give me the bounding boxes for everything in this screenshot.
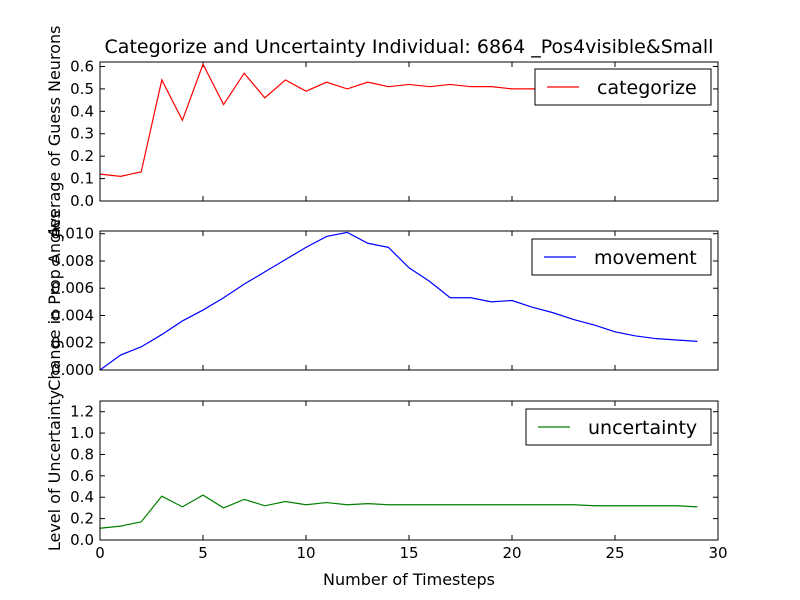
chart-panel-2: 0.000 0.002 0.004 0.006 0.008 0.010 movement Ch…: [45, 210, 719, 391]
y-tick-label: 1.2: [70, 403, 94, 421]
axes-frame: [99, 400, 719, 541]
y-tick-label: 0.006: [51, 279, 94, 297]
y-tick-label: 0.3: [70, 125, 94, 143]
chart-title: Categorize and Uncertainty Individual: 6…: [105, 36, 714, 58]
y-tick-label: 0.4: [70, 488, 94, 506]
legend: categorize: [534, 68, 712, 106]
y-axis-label: Average of Guess Neurons: [45, 26, 64, 238]
y-tick-label: 0.6: [70, 467, 94, 485]
x-tick-label: 30: [708, 544, 727, 562]
y-tick-label: 0.010: [51, 225, 94, 243]
y-tick-label: 0.2: [70, 510, 94, 528]
y-tick-label: 0.5: [70, 80, 94, 98]
x-tick-label: 20: [502, 544, 521, 562]
legend-label-categorize: categorize: [597, 77, 697, 99]
x-tick-label: 10: [296, 544, 315, 562]
legend: movement: [531, 238, 712, 276]
chart-panel-1: 0.0 0.1 0.2 0.3 0.4 0.5 0.6 categorize Average o…: [45, 26, 719, 238]
y-tick-label: 0.0: [70, 531, 94, 549]
y-tick-label: 1.0: [70, 424, 94, 442]
y-tick-label: 0.008: [51, 252, 94, 270]
x-axis-label: Number of Timesteps: [323, 570, 495, 589]
y-tick-label: 0.4: [70, 102, 94, 120]
legend: uncertainty: [525, 408, 712, 446]
y-tick-label: 0.002: [51, 334, 94, 352]
y-tick-label: 0.004: [51, 306, 94, 324]
y-tick-label: 0.000: [51, 361, 94, 379]
y-axis-label: Change in Prop Angles: [45, 210, 64, 391]
legend-label-movement: movement: [594, 247, 697, 269]
y-tick-label: 0.1: [70, 170, 94, 188]
y-axis-label: Level of Uncertainty: [45, 390, 64, 551]
axes-frame: [99, 61, 719, 202]
y-tick-label: 0.2: [70, 147, 94, 165]
series-line-movement: [99, 231, 698, 371]
y-tick-label: 0.8: [70, 445, 94, 463]
y-tick-label: 0.0: [70, 192, 94, 210]
x-tick-label: 5: [198, 544, 208, 562]
chart-panel-3: 0 5 10 15 20 25 30 0.0 0.2 0.4 0.6 0.8 1.0 1.2 uncerta…: [45, 390, 728, 589]
x-tick-label: 0: [95, 544, 105, 562]
y-tick-label: 0.6: [70, 57, 94, 75]
legend-label-uncertainty: uncertainty: [588, 417, 697, 439]
x-tick-label: 15: [399, 544, 418, 562]
axes-frame: [99, 230, 719, 371]
series-line-uncertainty: [99, 494, 698, 529]
x-tick-label: 25: [605, 544, 624, 562]
